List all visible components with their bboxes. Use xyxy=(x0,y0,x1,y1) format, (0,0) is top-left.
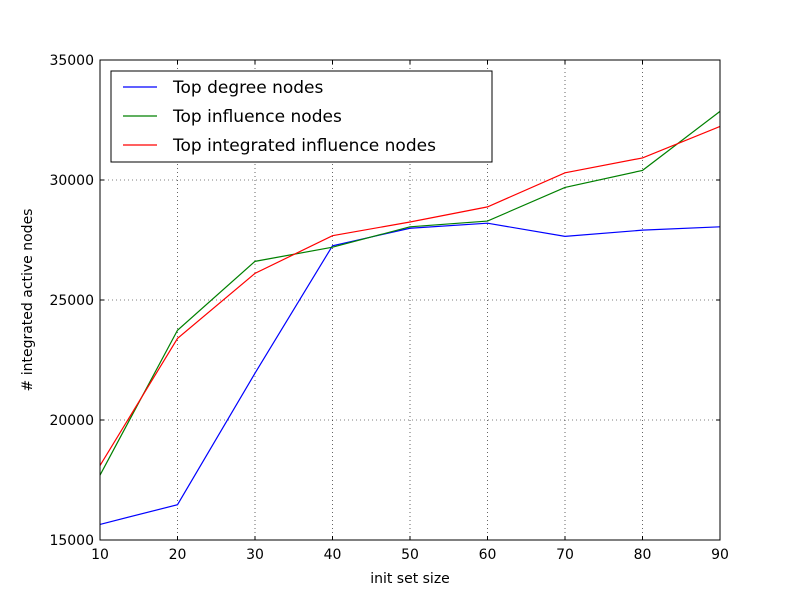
legend-label: Top influence nodes xyxy=(172,107,342,127)
legend-label: Top integrated influence nodes xyxy=(172,136,436,156)
series-line-3 xyxy=(99,125,721,466)
x-tick-label: 80 xyxy=(634,547,652,563)
x-tick-label: 20 xyxy=(169,547,187,563)
series-line-2 xyxy=(99,110,721,476)
legend: Top degree nodes Top influence nodes Top i… xyxy=(110,70,493,163)
y-tick-label: 35000 xyxy=(49,53,94,69)
series-line-1 xyxy=(99,222,721,525)
x-tick-label: 70 xyxy=(556,547,574,563)
x-tick-label: 10 xyxy=(91,547,109,563)
y-axis-label: # integrated active nodes xyxy=(20,209,36,392)
x-tick-label: 60 xyxy=(479,547,497,563)
x-tick-label: 50 xyxy=(401,547,419,563)
legend-box xyxy=(110,70,493,163)
x-tick-label: 30 xyxy=(246,547,264,563)
y-tick-label: 15000 xyxy=(49,533,94,549)
y-tick-label: 30000 xyxy=(49,173,94,189)
x-tick-label: 40 xyxy=(324,547,342,563)
x-axis-label: init set size xyxy=(370,571,450,587)
legend-label: Top degree nodes xyxy=(172,78,323,98)
y-tick-label: 20000 xyxy=(49,413,94,429)
axis-ticks: 10 20 30 40 50 60 70 80 90 15000 20000 25000 30000 35… xyxy=(49,53,728,563)
y-tick-label: 25000 xyxy=(49,293,94,309)
x-tick-label: 90 xyxy=(711,547,729,563)
series-lines xyxy=(99,110,721,525)
